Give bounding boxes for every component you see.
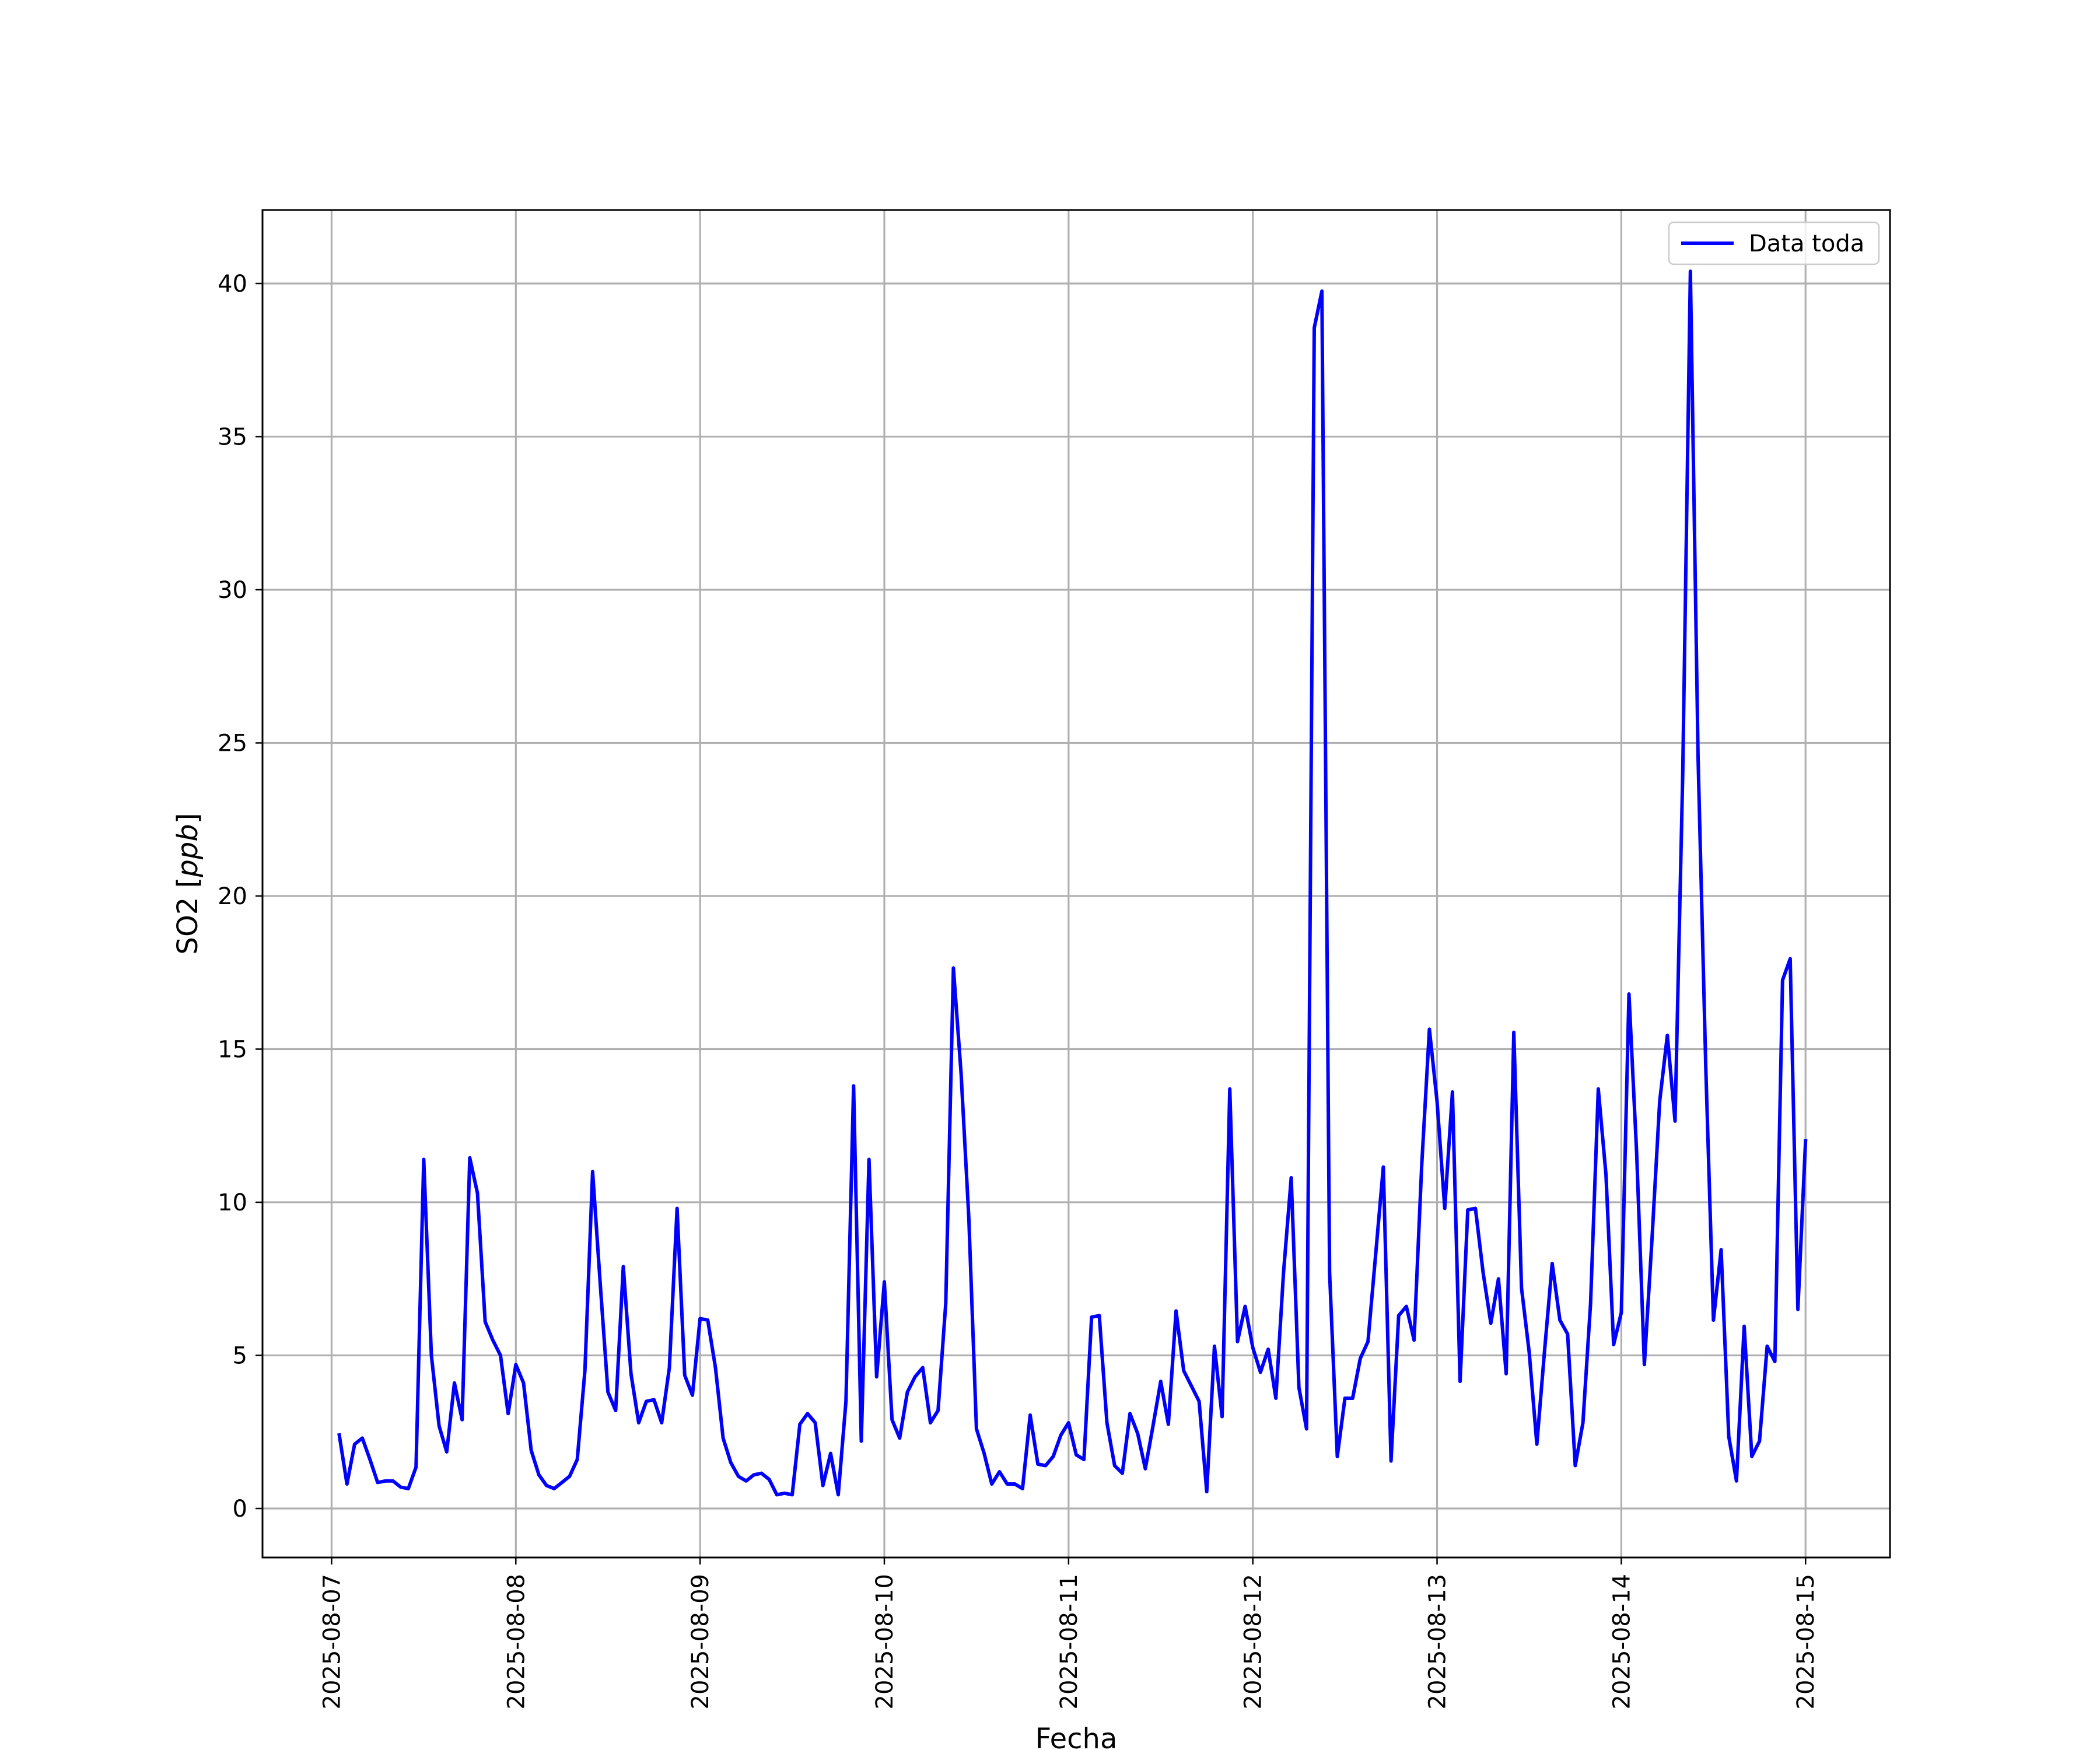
y-axis-label: SO2 [ppb] [172, 813, 204, 955]
y-tick-label: 35 [218, 424, 247, 451]
x-tick-label: 2025-08-10 [872, 1574, 898, 1709]
x-tick-label: 2025-08-11 [1056, 1574, 1083, 1709]
x-tick-label: 2025-08-07 [318, 1574, 345, 1709]
x-axis-label: Fecha [1035, 1723, 1118, 1750]
x-tick-label: 2025-08-14 [1608, 1574, 1635, 1709]
y-tick-label: 30 [218, 577, 247, 604]
x-tick-label: 2025-08-15 [1793, 1574, 1819, 1709]
y-tick-label: 15 [218, 1037, 247, 1063]
legend-box [1668, 221, 1880, 265]
series-line-data-toda [337, 270, 1808, 1497]
x-tick-label: 2025-08-12 [1240, 1574, 1267, 1709]
plot-frame [261, 209, 1891, 1559]
data-series [337, 270, 1808, 1497]
y-tick-label: 40 [218, 271, 247, 298]
x-tick-label: 2025-08-13 [1424, 1574, 1451, 1709]
y-tick-label: 20 [218, 883, 247, 910]
y-tick-label: 5 [233, 1343, 247, 1370]
x-tick-label: 2025-08-08 [503, 1574, 530, 1709]
grid-lines [262, 210, 1890, 1558]
y-tick-label: 10 [218, 1189, 247, 1216]
plot-area-background [262, 210, 1890, 1558]
y-axis-label-end: ] [172, 813, 204, 824]
y-axis-label-main: SO2 [ [172, 877, 204, 955]
legend-label: Data toda [1749, 230, 1864, 257]
axis-ticks: 2025-08-07 2025-08-08 2025-08-09 2025-08-10… [218, 271, 1819, 1709]
x-tick-label: 2025-08-09 [687, 1574, 714, 1709]
y-tick-label: 0 [233, 1496, 247, 1522]
legend: Data toda [1668, 221, 1880, 265]
y-axis-label-unit: ppb [172, 824, 204, 877]
y-tick-label: 25 [218, 730, 247, 757]
